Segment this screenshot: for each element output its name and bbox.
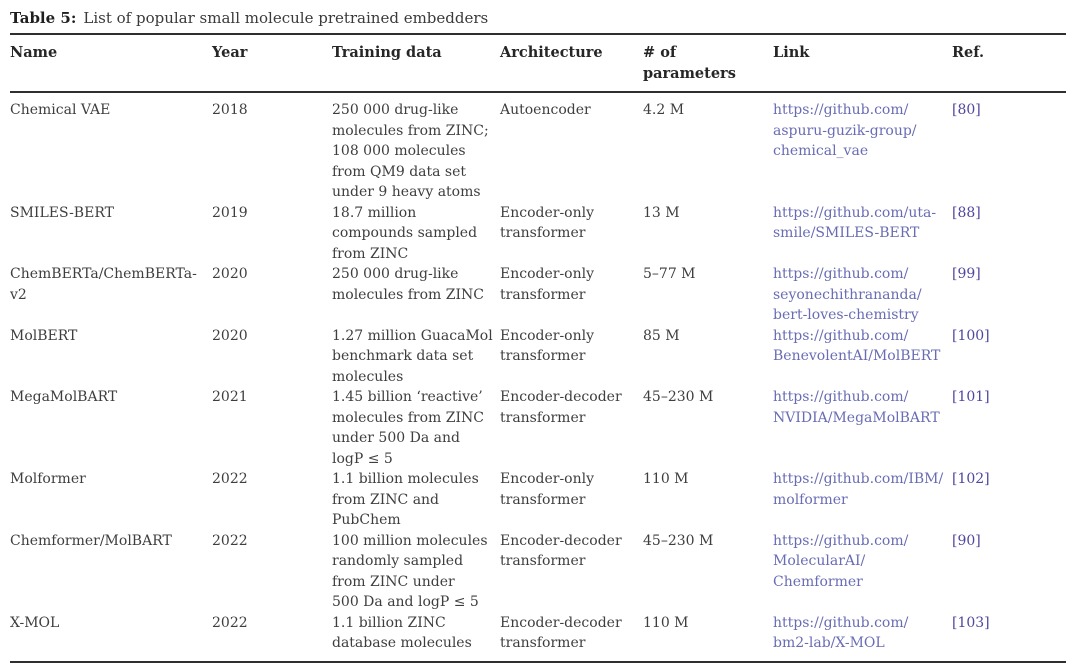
col-header-architecture: Architecture	[500, 34, 643, 93]
cell-training-data: 100 million molecules randomly sampled f…	[332, 532, 488, 611]
cell-name: Chemformer/MolBART	[10, 532, 172, 549]
table-row: SMILES-BERT 2019 18.7 million compounds …	[10, 203, 1066, 265]
cell-year: 2020	[212, 327, 248, 344]
table-body: Chemical VAE 2018 250 000 drug-like mole…	[10, 92, 1066, 662]
cell-parameters: 45–230 M	[643, 532, 714, 549]
cell-year: 2018	[212, 102, 248, 118]
cell-architecture: Encoder-only transformer	[500, 327, 595, 365]
cell-ref: [90]	[952, 531, 1066, 613]
ref-citation-link[interactable]: [90]	[952, 532, 981, 549]
cell-link: https://github.com/ MolecularAI/ Chemfor…	[773, 531, 952, 613]
repo-link[interactable]: https://github.com/ BenevolentAI/MolBERT	[773, 327, 941, 365]
cell-year: 2019	[212, 204, 248, 221]
cell-architecture: Encoder-only transformer	[500, 471, 595, 508]
cell-name: SMILES-BERT	[10, 204, 114, 221]
repo-link[interactable]: https://github.com/ MolecularAI/ Chemfor…	[773, 532, 909, 590]
repo-link[interactable]: https://github.com/ NVIDIA/MegaMolBART	[773, 389, 940, 426]
cell-link: https://github.com/ bm2-lab/X-MOL	[773, 613, 952, 662]
cell-parameters: 4.2 M	[643, 102, 685, 118]
cell-name: ChemBERTa/ChemBERTa- v2	[10, 266, 197, 303]
cell-link: https://github.com/ aspuru-guzik-group/ …	[773, 92, 952, 203]
cell-training-data: 1.45 billion ‘reactive’ molecules from Z…	[332, 389, 484, 467]
table-row: X-MOL 2022 1.1 billion ZINC database mol…	[10, 613, 1066, 662]
cell-training-data: 18.7 million compounds sampled from ZINC	[332, 204, 478, 262]
cell-year: 2022	[212, 532, 248, 549]
cell-link: https://github.com/ seyonechithrananda/ …	[773, 264, 952, 326]
header-row: Name Year Training data Architecture # o…	[10, 34, 1066, 93]
cell-training-data: 1.1 billion ZINC database molecules	[332, 614, 472, 652]
repo-link[interactable]: https://github.com/uta- smile/SMILES-BER…	[773, 204, 937, 242]
cell-parameters: 5–77 M	[643, 266, 696, 282]
cell-ref: [102]	[952, 469, 1066, 531]
cell-link: https://github.com/IBM/ molformer	[773, 469, 952, 531]
table-row: Molformer 2022 1.1 billion molecules fro…	[10, 469, 1066, 531]
cell-training-data: 250 000 drug-like molecules from ZINC; 1…	[332, 102, 489, 200]
table-caption-label: Table 5:	[10, 9, 77, 27]
cell-architecture: Encoder-decoder transformer	[500, 532, 622, 570]
table-caption-text: List of popular small molecule pretraine…	[83, 9, 489, 27]
cell-ref: [103]	[952, 613, 1066, 662]
ref-citation-link[interactable]: [99]	[952, 266, 981, 282]
cell-name: Chemical VAE	[10, 102, 111, 118]
ref-citation-link[interactable]: [101]	[952, 389, 990, 405]
cell-parameters: 110 M	[643, 471, 689, 487]
col-header-year: Year	[212, 34, 332, 93]
cell-parameters: 13 M	[643, 204, 680, 221]
cell-training-data: 1.1 billion molecules from ZINC and PubC…	[332, 471, 479, 528]
ref-citation-link[interactable]: [88]	[952, 204, 981, 221]
table-row: MolBERT 2020 1.27 million GuacaMol bench…	[10, 326, 1066, 388]
embedders-table: Name Year Training data Architecture # o…	[10, 33, 1066, 663]
cell-year: 2022	[212, 471, 248, 487]
cell-architecture: Encoder-decoder transformer	[500, 389, 622, 426]
ref-citation-link[interactable]: [80]	[952, 102, 981, 118]
table-row: ChemBERTa/ChemBERTa- v2 2020 250 000 dru…	[10, 264, 1066, 326]
col-header-parameters: # of parameters	[643, 34, 773, 93]
cell-link: https://github.com/ NVIDIA/MegaMolBART	[773, 387, 952, 469]
cell-name: MolBERT	[10, 327, 78, 344]
table-caption: Table 5: List of popular small molecule p…	[10, 8, 1066, 28]
cell-training-data: 250 000 drug-like molecules from ZINC	[332, 266, 484, 303]
cell-ref: [101]	[952, 387, 1066, 469]
cell-parameters: 85 M	[643, 327, 680, 344]
table-row: MegaMolBART 2021 1.45 billion ‘reactive’…	[10, 387, 1066, 469]
repo-link[interactable]: https://github.com/IBM/ molformer	[773, 471, 944, 508]
cell-name: Molformer	[10, 471, 86, 487]
cell-year: 2021	[212, 389, 248, 405]
ref-citation-link[interactable]: [102]	[952, 471, 990, 487]
cell-architecture: Encoder-decoder transformer	[500, 614, 622, 652]
cell-parameters: 110 M	[643, 614, 689, 631]
cell-name: X-MOL	[10, 614, 60, 631]
cell-architecture: Autoencoder	[500, 102, 591, 118]
cell-year: 2020	[212, 266, 248, 282]
cell-ref: [99]	[952, 264, 1066, 326]
ref-citation-link[interactable]: [100]	[952, 327, 990, 344]
cell-architecture: Encoder-only transformer	[500, 266, 595, 303]
col-header-ref: Ref.	[952, 34, 1066, 93]
cell-ref: [80]	[952, 92, 1066, 203]
cell-ref: [88]	[952, 203, 1066, 265]
col-header-training-data: Training data	[332, 34, 500, 93]
table-row: Chemical VAE 2018 250 000 drug-like mole…	[10, 92, 1066, 203]
cell-link: https://github.com/ BenevolentAI/MolBERT	[773, 326, 952, 388]
ref-citation-link[interactable]: [103]	[952, 614, 990, 631]
table-row: Chemformer/MolBART 2022 100 million mole…	[10, 531, 1066, 613]
cell-year: 2022	[212, 614, 248, 631]
cell-training-data: 1.27 million GuacaMol benchmark data set…	[332, 327, 493, 385]
col-header-name: Name	[10, 34, 212, 93]
table-header: Name Year Training data Architecture # o…	[10, 34, 1066, 93]
cell-parameters: 45–230 M	[643, 389, 714, 405]
cell-link: https://github.com/uta- smile/SMILES-BER…	[773, 203, 952, 265]
col-header-link: Link	[773, 34, 952, 93]
repo-link[interactable]: https://github.com/ seyonechithrananda/ …	[773, 266, 922, 323]
cell-name: MegaMolBART	[10, 389, 118, 405]
cell-architecture: Encoder-only transformer	[500, 204, 595, 242]
repo-link[interactable]: https://github.com/ aspuru-guzik-group/ …	[773, 102, 917, 159]
repo-link[interactable]: https://github.com/ bm2-lab/X-MOL	[773, 614, 909, 652]
cell-ref: [100]	[952, 326, 1066, 388]
